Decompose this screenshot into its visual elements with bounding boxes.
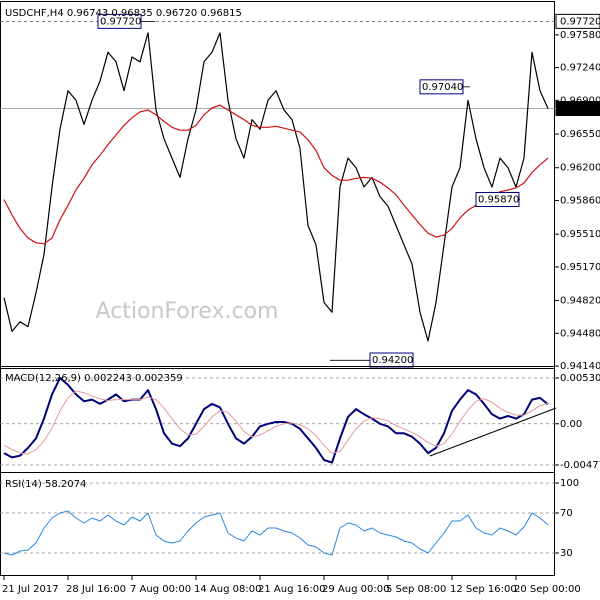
level-box — [555, 13, 600, 29]
x-tick-label: 7 Aug 00:00 — [130, 584, 191, 595]
panel-title: USDCHF,H4 0.96743 0.96835 0.96720 0.9681… — [5, 8, 242, 19]
y-tick-label: 30 — [560, 548, 573, 559]
series-line — [3, 32, 549, 342]
y-tick-label: 0.005303 — [560, 373, 600, 384]
panel-title: RSI(14) 58.2074 — [5, 479, 86, 490]
annotation-label: 0.95870 — [478, 194, 519, 205]
y-tick-label: 0.96550 — [560, 129, 600, 140]
y-tick-label: 0.94480 — [560, 328, 600, 339]
y-tick-label: 70 — [560, 508, 573, 519]
series-line — [3, 104, 549, 245]
series-line — [3, 377, 549, 464]
y-tick-label: 0.00 — [560, 419, 582, 430]
y-tick-label: 0.97240 — [560, 63, 600, 74]
x-tick-label: 5 Sep 08:00 — [386, 584, 446, 595]
y-tick-label: 0.94140 — [560, 361, 600, 372]
level-box — [555, 101, 600, 117]
series-line — [3, 390, 549, 455]
panel-title: MACD(12,26,9) 0.002243 0.002359 — [5, 373, 183, 384]
watermark: ActionForex.com — [96, 299, 279, 324]
y-tick-label: 0.95860 — [560, 195, 600, 206]
x-tick-label: 29 Aug 00:00 — [322, 584, 389, 595]
annotation-box — [419, 79, 464, 95]
level-label: 0.97720 — [560, 16, 600, 27]
y-tick-label: 0.97580 — [560, 30, 600, 41]
trend-line — [429, 407, 557, 457]
annotation-label: 0.97040 — [422, 82, 463, 93]
level-label: 0.96815 — [560, 104, 600, 115]
annotation-label: 0.94200 — [372, 355, 413, 366]
x-tick-label: 14 Aug 08:00 — [194, 584, 261, 595]
panel-frame — [0, 472, 555, 576]
panel-frame — [0, 1, 555, 369]
x-tick-label: 21 Aug 16:00 — [258, 584, 325, 595]
annotation-label: 0.97720 — [100, 16, 141, 27]
y-tick-label: -0.004777 — [560, 460, 600, 471]
x-tick-label: 28 Jul 16:00 — [66, 584, 126, 595]
y-tick-label: 0.95170 — [560, 262, 600, 273]
x-tick-label: 21 Jul 2017 — [2, 584, 59, 595]
y-tick-label: 0.94820 — [560, 296, 600, 307]
x-tick-label: 12 Sep 16:00 — [450, 584, 517, 595]
y-tick-label: 0.96200 — [560, 163, 600, 174]
y-tick-label: 0.96900 — [560, 95, 600, 106]
y-tick-label: 0.95510 — [560, 229, 600, 240]
x-tick-label: 20 Sep 00:00 — [514, 584, 581, 595]
annotation-box — [475, 191, 520, 207]
annotation-box — [97, 13, 142, 29]
y-tick-label: 100 — [560, 478, 579, 489]
series-line — [3, 510, 549, 556]
